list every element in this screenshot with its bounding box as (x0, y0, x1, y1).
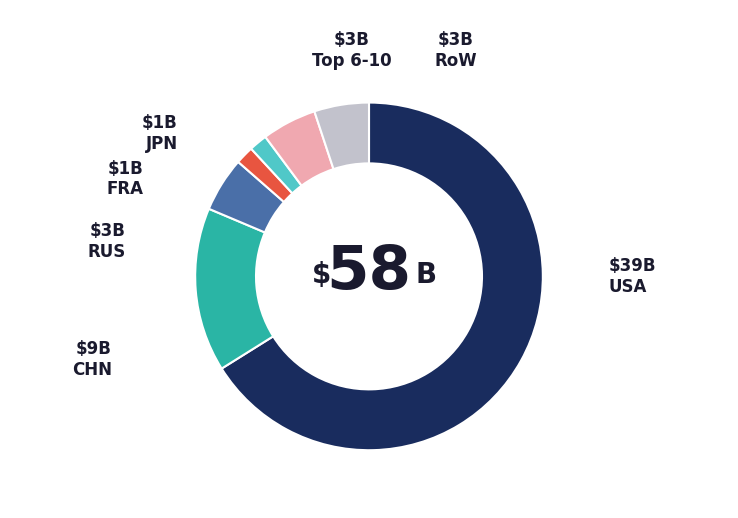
Text: $1B
JPN: $1B JPN (142, 114, 178, 153)
Text: 58: 58 (326, 243, 412, 303)
Wedge shape (209, 162, 284, 233)
Text: $1B
FRA: $1B FRA (106, 160, 143, 198)
Text: $39B
USA: $39B USA (609, 257, 656, 296)
Wedge shape (195, 209, 273, 369)
Text: $9B
CHN: $9B CHN (72, 340, 111, 379)
Wedge shape (266, 111, 334, 185)
Text: $: $ (311, 262, 331, 290)
Wedge shape (314, 103, 369, 169)
Wedge shape (251, 137, 302, 193)
Text: $3B
RUS: $3B RUS (87, 222, 125, 261)
Text: B: B (416, 262, 437, 290)
Text: $3B
RoW: $3B RoW (435, 31, 477, 70)
Wedge shape (221, 103, 543, 450)
Wedge shape (238, 149, 292, 202)
Text: $3B
Top 6-10: $3B Top 6-10 (311, 31, 391, 70)
